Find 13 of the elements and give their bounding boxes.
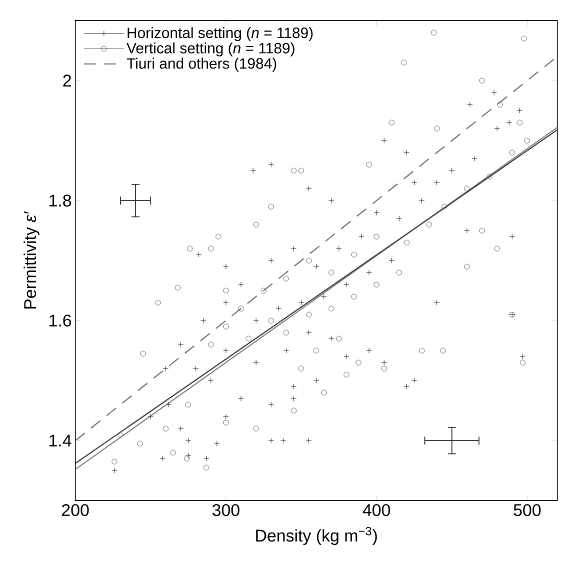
legend-label: Horizontal setting (n = 1189): [128, 27, 313, 42]
y-tick-label: 1.6: [50, 314, 72, 327]
y-tick-label: 1.4: [50, 434, 72, 446]
x-tick-label: 400: [362, 504, 390, 516]
x-tick-label: 500: [514, 504, 541, 516]
y-tick-label: 2: [63, 74, 71, 86]
x-tick-label: 200: [62, 504, 89, 516]
y-tick-label: 1.8: [50, 194, 72, 207]
legend-label: Vertical setting (n = 1189): [126, 42, 294, 56]
x-tick-label: 300: [212, 504, 240, 516]
y-axis-title: Permittivity ε′: [24, 211, 40, 308]
legend-label: Tiuri and others (1984): [126, 58, 276, 72]
x-axis-title: Density (kg m$^{−3}$): [256, 526, 377, 545]
